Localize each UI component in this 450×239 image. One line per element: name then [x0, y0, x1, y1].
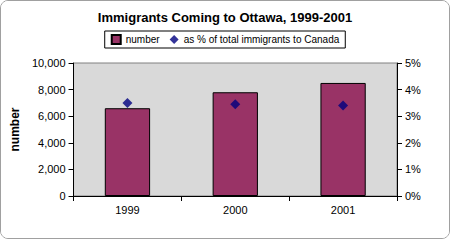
svg-text:as % of total immigrants to Ca: as % of total immigrants to Canada: [184, 34, 340, 45]
svg-text:2,000: 2,000: [38, 163, 66, 175]
svg-text:3%: 3%: [405, 110, 421, 122]
svg-text:4%: 4%: [405, 84, 421, 96]
svg-text:number: number: [8, 107, 22, 151]
svg-text:0%: 0%: [405, 190, 421, 202]
svg-text:2000: 2000: [223, 204, 247, 216]
svg-text:1%: 1%: [405, 163, 421, 175]
svg-text:5%: 5%: [405, 57, 421, 69]
svg-text:number: number: [126, 34, 161, 45]
svg-text:Immigrants Coming to Ottawa, 1: Immigrants Coming to Ottawa, 1999-2001: [98, 10, 352, 25]
svg-text:0: 0: [59, 190, 65, 202]
svg-text:1999: 1999: [115, 204, 139, 216]
svg-text:10,000: 10,000: [32, 57, 66, 69]
svg-text:2001: 2001: [331, 204, 355, 216]
svg-text:8,000: 8,000: [38, 84, 66, 96]
svg-text:4,000: 4,000: [38, 137, 66, 149]
svg-text:6,000: 6,000: [38, 110, 66, 122]
svg-text:2%: 2%: [405, 137, 421, 149]
